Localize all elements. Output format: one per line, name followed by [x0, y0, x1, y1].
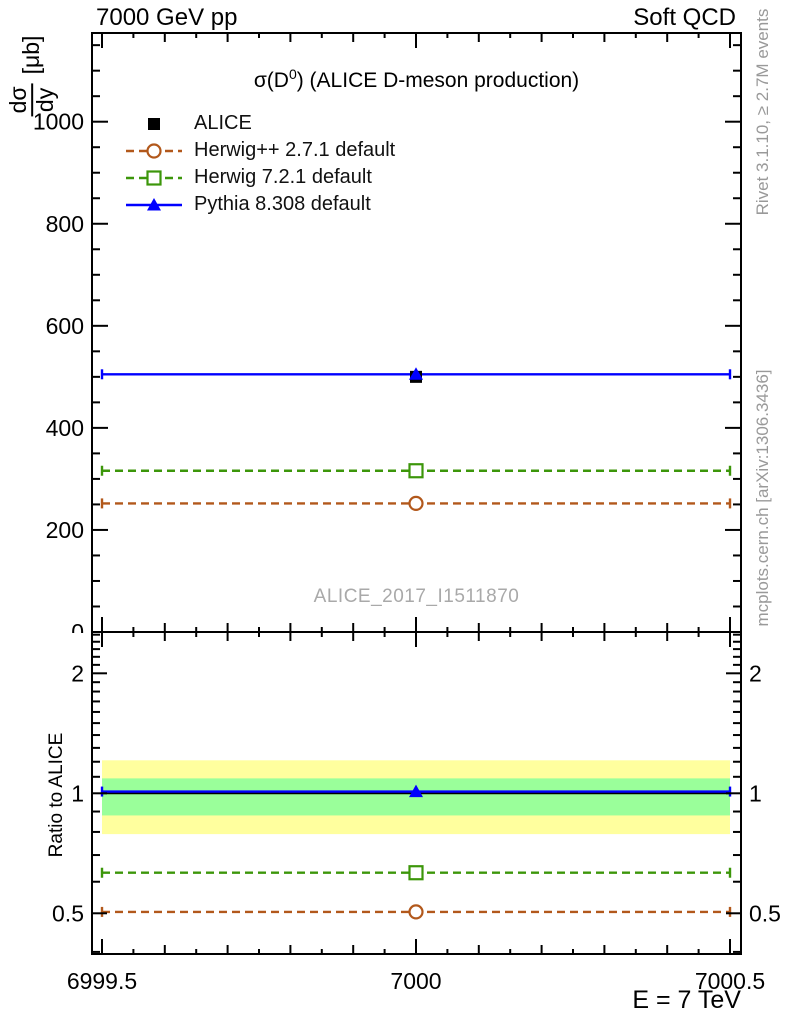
legend-marker-glyph — [148, 117, 160, 130]
process-group-title: Soft QCD — [633, 4, 736, 31]
main-y-tick-label: 200 — [46, 517, 84, 543]
fraction-denominator: dy — [32, 87, 58, 113]
herwig-2-7-1-default-marker-ratio — [408, 904, 424, 920]
herwig-7-2-1-default-legend-marker — [126, 169, 182, 186]
dsigma-dy-fraction: dσ dy — [5, 83, 58, 117]
main-y-axis-label: dσ dy [μb] — [5, 35, 58, 117]
legend-label: Herwig 7.2.1 default — [194, 166, 372, 188]
observable-title-sup: 0 — [288, 66, 297, 82]
legend-marker-glyph — [146, 142, 162, 159]
alice-legend-marker — [148, 117, 160, 130]
ratio-y-tick-label-right: 2 — [749, 660, 762, 686]
legend-label: ALICE — [194, 112, 252, 134]
pythia-8-308-default-marker-main — [409, 367, 423, 380]
legend-label: Pythia 8.308 default — [194, 193, 371, 215]
legend-marker-glyph — [146, 169, 162, 186]
ratio-y-tick-label-left: 2 — [71, 660, 84, 686]
fraction-numerator: dσ — [5, 83, 33, 117]
x-tick-label: 7000 — [390, 968, 441, 994]
ratio-y-tick-label-right: 1 — [749, 780, 762, 806]
beam-energy-title: 7000 GeV pp — [96, 4, 238, 31]
observable-title: σ(D0) (ALICE D-meson production) — [92, 66, 741, 93]
legend-item-herwig-2-7-1-default: Herwig++ 2.7.1 default — [124, 137, 395, 164]
legend-item-herwig-7-2-1-default: Herwig 7.2.1 default — [124, 164, 395, 191]
legend-marker-glyph — [147, 197, 161, 210]
pythia-8-308-default-marker-ratio — [409, 784, 423, 798]
legend-item-alice: ALICE — [124, 110, 395, 137]
ratio-y-tick-label-left: 1 — [71, 780, 84, 806]
legend-item-pythia-8-308-default: Pythia 8.308 default — [124, 191, 395, 218]
x-tick-label: 6999.5 — [67, 968, 137, 994]
ratio-y-tick-label-right: 0.5 — [749, 900, 781, 926]
legend-label: Herwig++ 2.7.1 default — [194, 139, 396, 161]
herwig-7-2-1-default-marker-main — [408, 463, 424, 479]
y-axis-units: [μb] — [18, 35, 45, 75]
analysis-id-watermark: ALICE_2017_I1511870 — [313, 586, 520, 607]
legend: ALICE Herwig++ 2.7.1 default Herwig 7.2.1 … — [124, 110, 395, 218]
observable-title-post: ) (ALICE D-meson production) — [296, 69, 580, 92]
main-y-tick-label: 1000 — [33, 109, 84, 135]
x-axis-energy-label: E = 7 TeV — [632, 986, 741, 1014]
pythia-8-308-default-legend-marker — [126, 197, 182, 210]
rivet-version-note: Rivet 3.1.10, ≥ 2.7M events — [753, 8, 772, 216]
main-y-tick-label: 400 — [46, 415, 84, 441]
herwig-2-7-1-default-marker-main — [408, 495, 424, 512]
herwig-2-7-1-default-legend-marker — [126, 142, 182, 159]
observable-title-pre: σ(D — [253, 69, 289, 92]
main-y-tick-label: 0 — [71, 619, 84, 645]
x-tick-label: 7000.5 — [695, 968, 765, 994]
main-y-tick-label: 600 — [46, 313, 84, 339]
ratio-y-axis-label: Ratio to ALICE — [46, 732, 67, 858]
mcplots-reference-note: mcplots.cern.ch [arXiv:1306.3436] — [753, 369, 772, 627]
main-y-tick-label: 800 — [46, 211, 84, 237]
ratio-y-tick-label-left: 0.5 — [52, 900, 84, 926]
herwig-7-2-1-default-marker-ratio — [408, 865, 424, 881]
main-y-tick-labels: 0 200 400 600 800 1000 — [33, 109, 84, 645]
